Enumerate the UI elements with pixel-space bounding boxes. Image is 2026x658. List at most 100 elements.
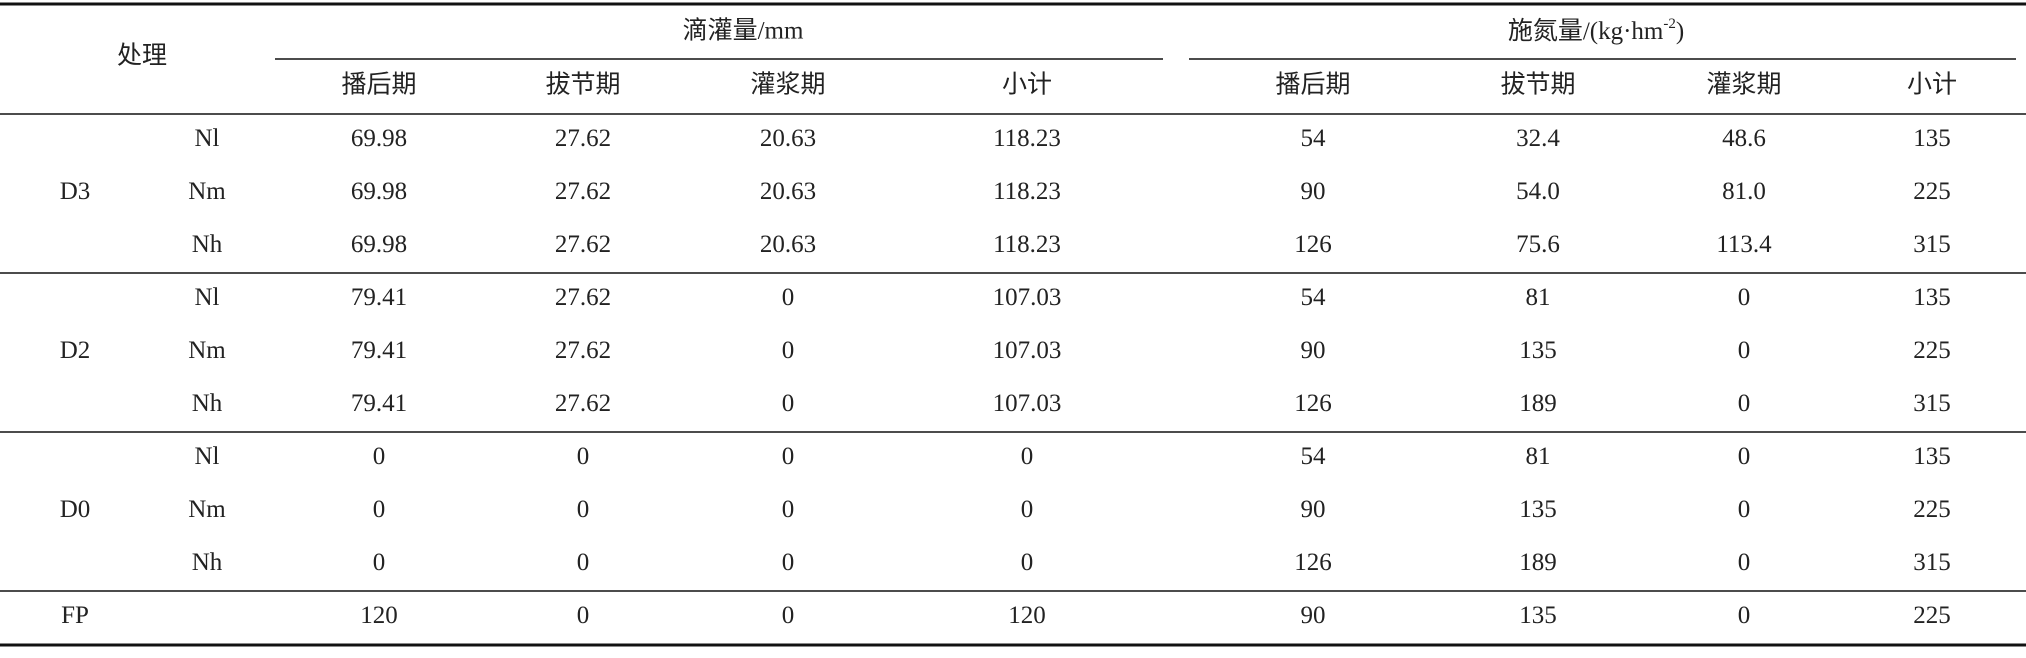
cell: 0 xyxy=(373,549,386,576)
cell: 315 xyxy=(1913,390,1951,417)
cell: 225 xyxy=(1913,496,1951,523)
column-header: 小计 xyxy=(1907,71,1957,99)
group-label: FP xyxy=(61,602,89,629)
cell: 118.23 xyxy=(993,125,1061,152)
cell: 90 xyxy=(1301,602,1326,629)
cell: 0 xyxy=(577,549,590,576)
cell: 81.0 xyxy=(1722,178,1766,205)
cell: 126 xyxy=(1294,390,1332,417)
cell: 315 xyxy=(1913,231,1951,258)
cell: 79.41 xyxy=(351,390,407,417)
cell: 69.98 xyxy=(351,178,407,205)
cell: 69.98 xyxy=(351,231,407,258)
cell: 27.62 xyxy=(555,178,611,205)
n-level: Nm xyxy=(188,178,226,205)
cell: 225 xyxy=(1913,337,1951,364)
n-level: Nm xyxy=(188,337,226,364)
cell: 135 xyxy=(1519,602,1557,629)
cell: 69.98 xyxy=(351,125,407,152)
cell: 54 xyxy=(1301,284,1327,311)
group-header: 施氮量/(kg·hm-2) xyxy=(1508,16,1684,44)
cell: 54 xyxy=(1301,443,1327,470)
cell: 0 xyxy=(782,337,795,364)
n-level: Nl xyxy=(195,125,220,152)
n-level: Nl xyxy=(195,443,220,470)
cell: 27.62 xyxy=(555,231,611,258)
n-level: Nm xyxy=(188,496,226,523)
cell: 0 xyxy=(1021,496,1034,523)
cell: 27.62 xyxy=(555,284,611,311)
cell: 90 xyxy=(1301,337,1326,364)
cell: 107.03 xyxy=(993,390,1062,417)
cell: 27.62 xyxy=(555,125,611,152)
superscript: -2 xyxy=(1663,16,1676,32)
group-label: D3 xyxy=(60,178,91,205)
column-header: 拔节期 xyxy=(545,71,620,99)
cell: 0 xyxy=(782,602,795,629)
cell: 27.62 xyxy=(555,390,611,417)
cell: 27.62 xyxy=(555,337,611,364)
group-label: D0 xyxy=(60,496,91,523)
cell: 120 xyxy=(1008,602,1046,629)
cell: 0 xyxy=(782,443,795,470)
cell: 0 xyxy=(373,443,386,470)
n-level: Nh xyxy=(192,549,223,576)
column-header: 播后期 xyxy=(1275,71,1350,99)
cell: 135 xyxy=(1913,284,1951,311)
cell: 0 xyxy=(577,602,590,629)
cell: 0 xyxy=(782,496,795,523)
treatment-header: 处理 xyxy=(117,42,167,70)
cell: 135 xyxy=(1519,496,1557,523)
cell: 54 xyxy=(1301,125,1327,152)
n-level: Nh xyxy=(192,231,223,258)
cell: 81 xyxy=(1526,284,1551,311)
cell: 135 xyxy=(1913,125,1951,152)
cell: 54.0 xyxy=(1516,178,1560,205)
cell: 0 xyxy=(1021,443,1034,470)
cell: 189 xyxy=(1519,390,1557,417)
cell: 0 xyxy=(1738,602,1751,629)
cell: 20.63 xyxy=(760,231,816,258)
cell: 20.63 xyxy=(760,178,816,205)
cell: 0 xyxy=(1021,549,1034,576)
cell: 126 xyxy=(1294,231,1332,258)
cell: 0 xyxy=(373,496,386,523)
cell: 0 xyxy=(1738,390,1751,417)
cell: 0 xyxy=(1738,443,1751,470)
n-level: Nh xyxy=(192,390,223,417)
cell: 107.03 xyxy=(993,284,1062,311)
cell: 90 xyxy=(1301,178,1326,205)
cell: 118.23 xyxy=(993,178,1061,205)
group-label: D2 xyxy=(60,337,91,364)
cell: 225 xyxy=(1913,602,1951,629)
cell: 0 xyxy=(1738,496,1751,523)
cell: 0 xyxy=(1738,284,1751,311)
cell: 0 xyxy=(577,443,590,470)
cell: 0 xyxy=(782,390,795,417)
cell: 225 xyxy=(1913,178,1951,205)
cell: 48.6 xyxy=(1722,125,1766,152)
n-level: Nl xyxy=(195,284,220,311)
column-header: 灌浆期 xyxy=(750,71,825,99)
cell: 0 xyxy=(577,496,590,523)
cell: 0 xyxy=(1738,549,1751,576)
cell: 75.6 xyxy=(1516,231,1560,258)
cell: 120 xyxy=(360,602,398,629)
cell: 0 xyxy=(782,284,795,311)
cell: 315 xyxy=(1913,549,1951,576)
cell: 113.4 xyxy=(1716,231,1772,258)
cell: 189 xyxy=(1519,549,1557,576)
group-header: 滴灌量/mm xyxy=(683,17,804,45)
column-header: 灌浆期 xyxy=(1706,71,1781,99)
cell: 135 xyxy=(1519,337,1557,364)
cell: 32.4 xyxy=(1516,125,1560,152)
cell: 107.03 xyxy=(993,337,1062,364)
cell: 135 xyxy=(1913,443,1951,470)
cell: 0 xyxy=(782,549,795,576)
cell: 20.63 xyxy=(760,125,816,152)
cell: 79.41 xyxy=(351,284,407,311)
cell: 118.23 xyxy=(993,231,1061,258)
cell: 126 xyxy=(1294,549,1332,576)
group-header-text: 施氮量/(kg·hm xyxy=(1508,17,1664,45)
cell: 79.41 xyxy=(351,337,407,364)
